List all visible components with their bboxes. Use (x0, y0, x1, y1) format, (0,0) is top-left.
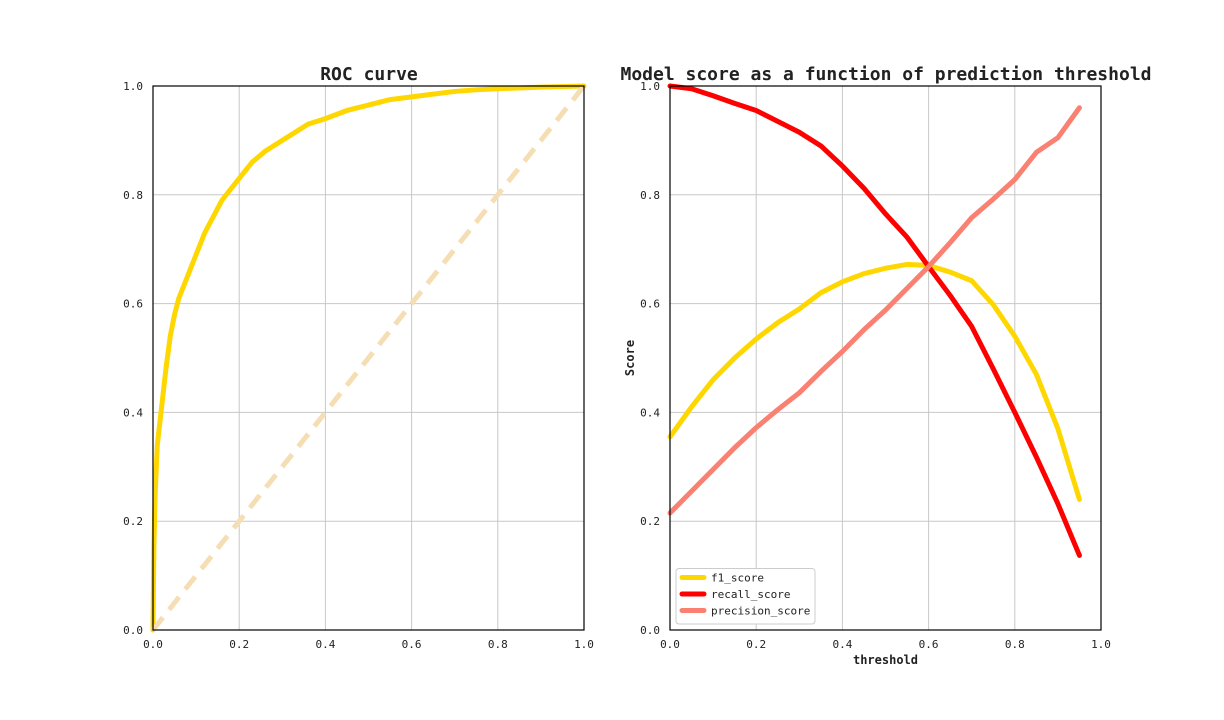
roc-x-tick-label: 0.0 (143, 638, 163, 651)
roc-series-diagonal-reference-line (151, 84, 586, 632)
roc-y-tick-label: 0.6 (123, 298, 143, 311)
score-y-tick-label: 0.4 (640, 406, 660, 419)
score-series-precision-score-line (667, 105, 1082, 516)
score-y-tick-label: 0.0 (640, 624, 660, 637)
roc-x-tick-label: 0.6 (402, 638, 422, 651)
score-y-tick-label: 0.2 (640, 515, 660, 528)
roc-chart: 0.0 0.2 0.4 0.6 0.8 1.0 0.0 0.2 0.4 0.6 0.8 1.0 RO… (123, 64, 594, 651)
score-x-axis-label: threshold (853, 653, 918, 667)
score-series-recall-score-line (667, 83, 1082, 558)
roc-y-tick-label: 0.0 (123, 624, 143, 637)
score-x-tick-label: 0.0 (660, 638, 680, 651)
roc-series-roc-line (150, 83, 587, 633)
roc-y-ticks: 0.0 0.2 0.4 0.6 0.8 1.0 (123, 80, 143, 637)
legend-box (675, 568, 816, 625)
score-x-tick-label: 0.6 (919, 638, 939, 651)
score-legend: f1_score recall_score precision_score (675, 568, 816, 625)
legend-label-precision-score: precision_score (711, 605, 810, 618)
roc-x-tick-label: 0.2 (229, 638, 249, 651)
roc-plot-frame (152, 85, 585, 631)
score-chart-title: Model score as a function of prediction … (620, 64, 1151, 85)
score-x-tick-label: 0.8 (1005, 638, 1025, 651)
score-y-ticks: 0.0 0.2 0.4 0.6 0.8 1.0 (640, 80, 660, 637)
roc-x-ticks: 0.0 0.2 0.4 0.6 0.8 1.0 (143, 638, 594, 651)
score-y-tick-label: 0.6 (640, 298, 660, 311)
score-y-axis-label: Score (623, 340, 637, 376)
score-series-f1-score-line (667, 261, 1082, 502)
legend-label-recall-score: recall_score (711, 588, 790, 601)
score-x-tick-label: 0.4 (832, 638, 852, 651)
score-series (667, 83, 1082, 558)
score-y-tick-label: 1.0 (640, 80, 660, 93)
roc-x-tick-label: 0.4 (315, 638, 335, 651)
roc-y-tick-label: 1.0 (123, 80, 143, 93)
score-y-tick-label: 0.8 (640, 189, 660, 202)
score-x-tick-label: 1.0 (1091, 638, 1111, 651)
roc-y-tick-label: 0.2 (123, 515, 143, 528)
score-x-tick-label: 0.2 (746, 638, 766, 651)
roc-x-tick-label: 1.0 (574, 638, 594, 651)
legend-label-f1-score: f1_score (711, 572, 764, 585)
score-threshold-chart: 0.0 0.2 0.4 0.6 0.8 1.0 0.0 0.2 0.4 0.6 0.8 1.0 Mo… (620, 64, 1151, 667)
score-plot-frame (669, 85, 1102, 631)
roc-series (150, 83, 587, 633)
score-x-ticks: 0.0 0.2 0.4 0.6 0.8 1.0 (660, 638, 1111, 651)
roc-chart-title: ROC curve (320, 64, 418, 85)
roc-y-tick-label: 0.8 (123, 189, 143, 202)
roc-y-tick-label: 0.4 (123, 406, 143, 419)
roc-x-tick-label: 0.8 (488, 638, 508, 651)
